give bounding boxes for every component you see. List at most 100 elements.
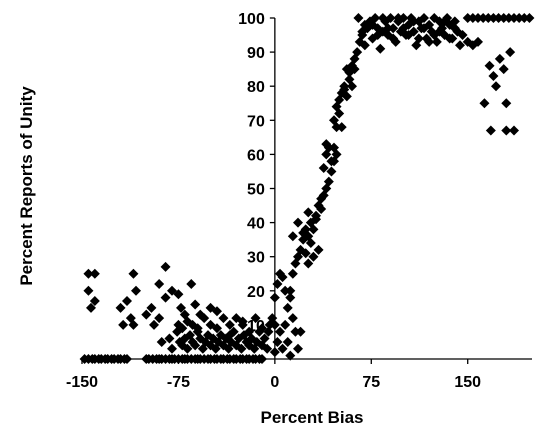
data-point [494,53,505,64]
data-point [298,227,309,238]
data-point [83,268,94,279]
data-point [277,343,288,354]
data-point [269,292,280,303]
data-point [186,278,197,289]
data-point [128,319,139,330]
data-point [237,316,248,327]
y-tick-label: 40 [247,216,265,233]
data-point [173,289,184,300]
data-point [115,302,126,313]
data-point [524,13,535,23]
x-tick-label: 150 [454,374,481,391]
data-point [192,323,203,334]
data-point [462,13,473,23]
data-point [483,13,494,23]
data-point [383,23,393,34]
y-tick-label: 50 [247,182,265,199]
data-point [484,60,495,71]
data-point [478,13,489,23]
data-point [359,40,370,51]
y-tick-label: 80 [247,79,265,96]
data-point [146,302,157,313]
x-tick-label: 0 [270,374,279,391]
data-point [385,13,396,23]
data-point [498,64,509,75]
data-point [300,248,311,259]
data-point [493,13,504,23]
data-point [190,340,201,351]
data-point [293,217,303,228]
data-point [224,330,235,341]
data-point [285,350,296,361]
y-tick-label: 20 [247,284,265,301]
data-point [285,292,296,303]
data-point [156,336,167,347]
data-point [290,326,301,337]
data-point [467,13,478,23]
y-axis-title: Percent Reports of Unity [17,86,36,286]
data-point [89,296,100,307]
data-point [118,319,129,330]
data-point [336,122,347,133]
data-point [272,336,283,347]
data-point [89,268,100,279]
data-point [479,98,490,109]
data-point [303,258,314,269]
x-tick-label: -150 [66,374,98,391]
data-point [212,323,222,334]
x-axis-title: Percent Bias [261,408,364,427]
data-point [176,302,186,313]
data-point [323,176,334,187]
data-point [262,343,273,354]
data-point [501,98,512,109]
data-point [246,333,257,344]
data-point [485,125,496,136]
data-point [491,81,501,92]
data-point [293,251,303,262]
data-point [236,343,247,354]
data-point [388,33,399,44]
data-point [419,13,429,23]
data-point [377,13,388,23]
data-point [160,292,171,303]
data-point [308,224,319,235]
data-point [408,16,419,27]
data-point [329,142,339,153]
data-point [321,139,332,150]
data-point [269,347,280,358]
data-point [141,309,152,320]
data-point [419,23,429,34]
data-point [182,343,193,354]
data-point [293,343,303,354]
data-point [334,94,345,105]
data-point [285,285,296,296]
data-point [403,30,414,41]
data-point [439,16,450,27]
x-tick-label: -75 [167,374,190,391]
y-tick-label: 70 [247,113,265,130]
data-point [287,231,298,242]
data-point [498,13,509,23]
data-point [341,91,352,102]
data-point [313,244,324,255]
data-point [434,26,445,37]
data-point [393,13,404,23]
data-point [167,343,177,354]
y-tick-label: 60 [247,147,265,164]
data-point [280,319,291,330]
data-point [375,43,386,54]
data-point [488,70,499,81]
x-ticks: -150 -75 0 75 150 [66,359,481,391]
data-point [295,326,306,337]
data-point [275,326,285,337]
data-point [287,268,298,279]
data-point [449,23,460,34]
data-point [457,30,468,41]
x-axis: -150 -75 0 75 150 [66,358,532,391]
data-point [413,33,424,44]
data-point [367,19,378,30]
data-point [282,302,293,313]
data-point [514,13,525,23]
data-point [349,64,360,75]
